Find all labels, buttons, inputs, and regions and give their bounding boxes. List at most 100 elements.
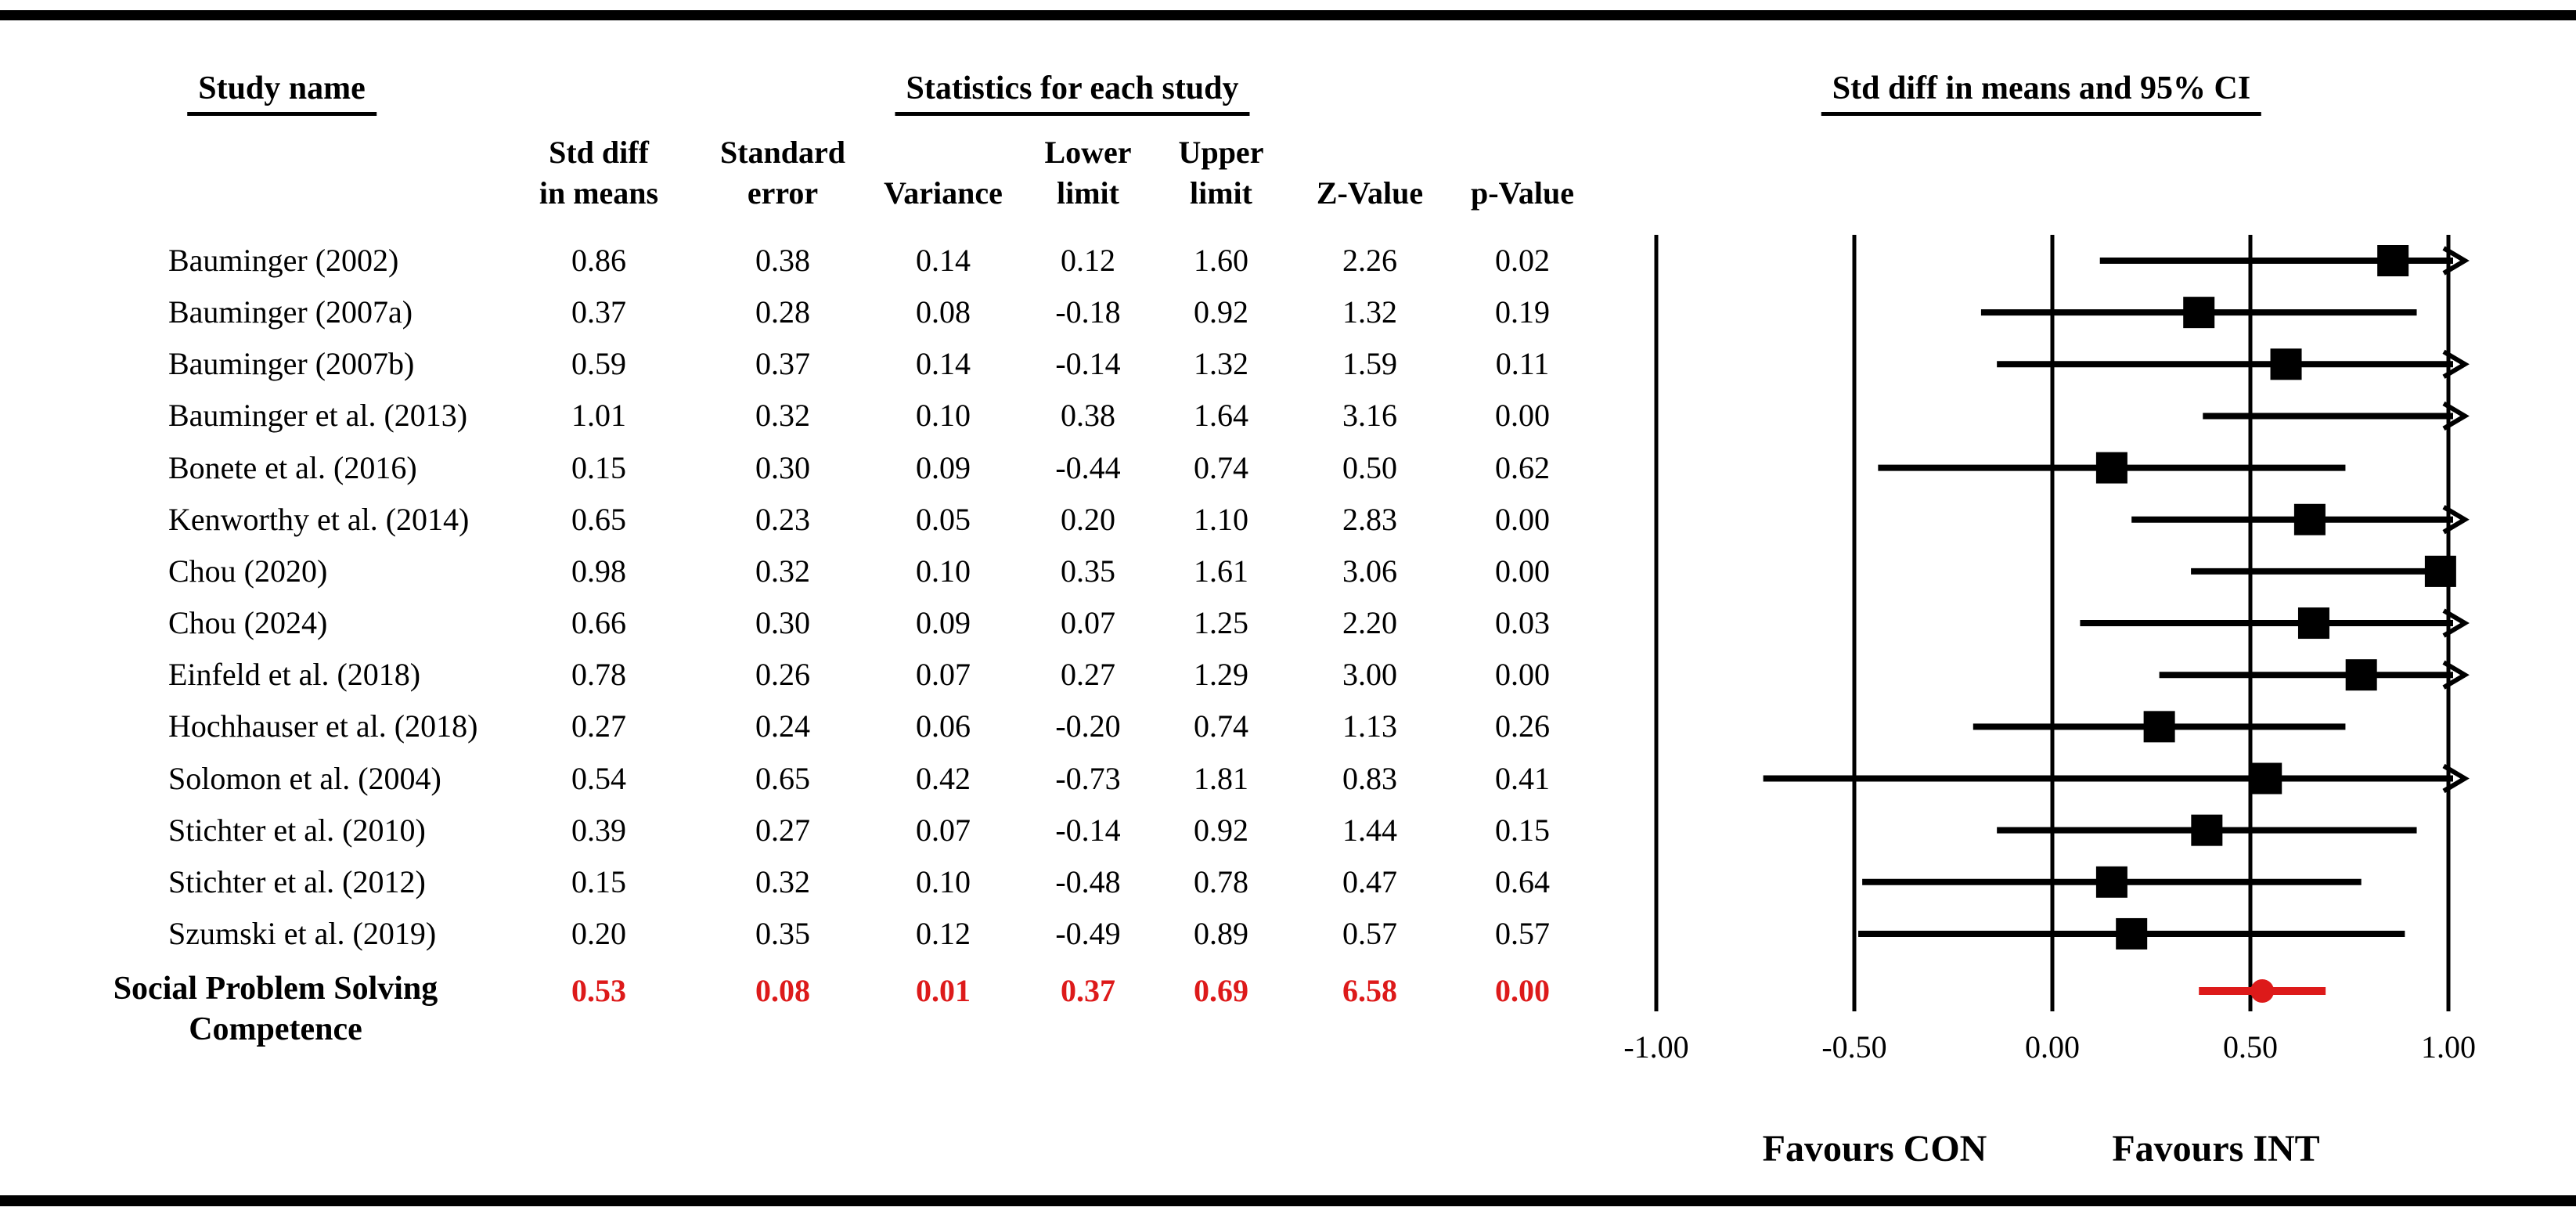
p-value: 0.15 [1495, 812, 1550, 848]
lower-limit-value: 0.27 [1061, 657, 1115, 693]
std-diff-value: 0.54 [571, 760, 626, 796]
effect-square [2095, 452, 2127, 484]
table-row: Stichter et al. (2010) 0.39 0.27 0.07 -0… [0, 807, 1605, 854]
p-value: 0.03 [1495, 605, 1550, 641]
std-diff-value: 0.78 [571, 657, 626, 693]
lower-limit-value: 0.35 [1061, 553, 1115, 589]
std-err-value: 0.38 [755, 243, 810, 278]
lower-limit-value: 0.38 [1061, 398, 1115, 434]
table-row: Chou (2020) 0.98 0.32 0.10 0.35 1.61 3.0… [0, 548, 1605, 595]
upper-limit-value: 1.32 [1194, 346, 1248, 382]
study-name: Bauminger et al. (2013) [168, 398, 468, 434]
std-err-value: 0.26 [755, 657, 810, 693]
std-diff-value: 0.39 [571, 812, 626, 848]
x-tick-label: -1.00 [1623, 1029, 1689, 1065]
arrow-right-icon [2442, 505, 2470, 535]
study-name: Szumski et al. (2019) [168, 915, 437, 951]
arrow-right-icon [2442, 349, 2470, 379]
favours-int-label: Favours INT [2112, 1128, 2320, 1169]
summary-row: 0.53 0.08 0.01 0.37 0.69 6.58 0.00 [0, 968, 1605, 1014]
col-header-lower: Lower limit [1044, 135, 1132, 211]
study-name: Solomon et al. (2004) [168, 760, 441, 796]
z-value: 1.59 [1342, 346, 1397, 382]
study-name: Bonete et al. (2016) [168, 449, 417, 485]
variance-value: 0.05 [916, 501, 971, 537]
std-err-value: 0.30 [755, 449, 810, 485]
std-diff-value: 0.37 [571, 294, 626, 330]
study-name: Einfeld et al. (2018) [168, 657, 421, 693]
variance-value: 0.07 [916, 657, 971, 693]
table-row: Bauminger (2002) 0.86 0.38 0.14 0.12 1.6… [0, 237, 1605, 284]
x-tick-label: 1.00 [2421, 1029, 2476, 1065]
effect-square [2345, 659, 2377, 691]
std-diff-value: 0.27 [571, 708, 626, 744]
x-tick-label: 0.50 [2223, 1029, 2278, 1065]
statistics-title: Statistics for each study [895, 70, 1250, 116]
variance-value: 0.14 [916, 243, 971, 278]
upper-limit-value: 0.89 [1194, 915, 1248, 951]
std-diff-value: 1.01 [571, 398, 626, 434]
p-value: 0.02 [1495, 243, 1550, 278]
plot-title: Std diff in means and 95% CI [1821, 70, 2262, 116]
variance-value: 0.10 [916, 863, 971, 899]
table-row: Bonete et al. (2016) 0.15 0.30 0.09 -0.4… [0, 445, 1605, 492]
table-row: Bauminger (2007b) 0.59 0.37 0.14 -0.14 1… [0, 341, 1605, 387]
variance-value: 0.42 [916, 760, 971, 796]
summary-lower: 0.37 [1061, 973, 1115, 1008]
std-err-value: 0.32 [755, 398, 810, 434]
effect-square [2270, 348, 2302, 380]
lower-limit-value: 0.12 [1061, 243, 1115, 278]
col-header-std-err: Standard error [719, 135, 846, 211]
study-name: Bauminger (2007b) [168, 346, 415, 382]
upper-limit-value: 1.64 [1194, 398, 1248, 434]
upper-limit-value: 1.60 [1194, 243, 1248, 278]
z-value: 0.57 [1342, 915, 1397, 951]
table-row: Szumski et al. (2019) 0.20 0.35 0.12 -0.… [0, 910, 1605, 957]
effect-square [2095, 866, 2127, 898]
std-diff-value: 0.86 [571, 243, 626, 278]
variance-value: 0.08 [916, 294, 971, 330]
lower-limit-value: -0.14 [1055, 346, 1121, 382]
upper-limit-value: 0.78 [1194, 863, 1248, 899]
p-value: 0.00 [1495, 501, 1550, 537]
summary-upper: 0.69 [1194, 973, 1248, 1008]
favours-con-label: Favours CON [1762, 1128, 1987, 1169]
upper-limit-value: 1.10 [1194, 501, 1248, 537]
z-value: 2.26 [1342, 243, 1397, 278]
study-name: Bauminger (2007a) [168, 294, 413, 330]
arrow-right-icon [2442, 401, 2470, 431]
table-row: Bauminger et al. (2013) 1.01 0.32 0.10 0… [0, 392, 1605, 439]
table-row: Bauminger (2007a) 0.37 0.28 0.08 -0.18 0… [0, 289, 1605, 336]
effect-square [2377, 245, 2409, 276]
p-value: 0.00 [1495, 553, 1550, 589]
z-value: 3.16 [1342, 398, 1397, 434]
upper-limit-value: 0.92 [1194, 812, 1248, 848]
std-err-value: 0.37 [755, 346, 810, 382]
std-err-value: 0.24 [755, 708, 810, 744]
table-row: Chou (2024) 0.66 0.30 0.09 0.07 1.25 2.2… [0, 600, 1605, 647]
effect-square [2191, 814, 2223, 846]
p-value: 0.57 [1495, 915, 1550, 951]
variance-value: 0.10 [916, 553, 971, 589]
lower-limit-value: -0.14 [1055, 812, 1121, 848]
p-value: 0.00 [1495, 657, 1550, 693]
arrow-right-icon [2442, 763, 2470, 794]
std-diff-value: 0.65 [571, 501, 626, 537]
study-name: Chou (2020) [168, 553, 328, 589]
z-value: 3.06 [1342, 553, 1397, 589]
x-tick-label: 0.00 [2025, 1029, 2080, 1065]
summary-variance: 0.01 [916, 973, 971, 1008]
p-value: 0.41 [1495, 760, 1550, 796]
arrow-right-icon [2442, 660, 2470, 690]
effect-square [2424, 555, 2456, 587]
study-name: Bauminger (2002) [168, 243, 399, 278]
variance-value: 0.09 [916, 449, 971, 485]
table-row: Einfeld et al. (2018) 0.78 0.26 0.07 0.2… [0, 651, 1605, 698]
std-err-value: 0.32 [755, 863, 810, 899]
upper-limit-value: 0.92 [1194, 294, 1248, 330]
variance-value: 0.07 [916, 812, 971, 848]
summary-std-err: 0.08 [755, 973, 810, 1008]
std-err-value: 0.23 [755, 501, 810, 537]
study-name: Kenworthy et al. (2014) [168, 501, 470, 537]
summary-label: Social Problem Solving Competence [113, 971, 438, 1047]
